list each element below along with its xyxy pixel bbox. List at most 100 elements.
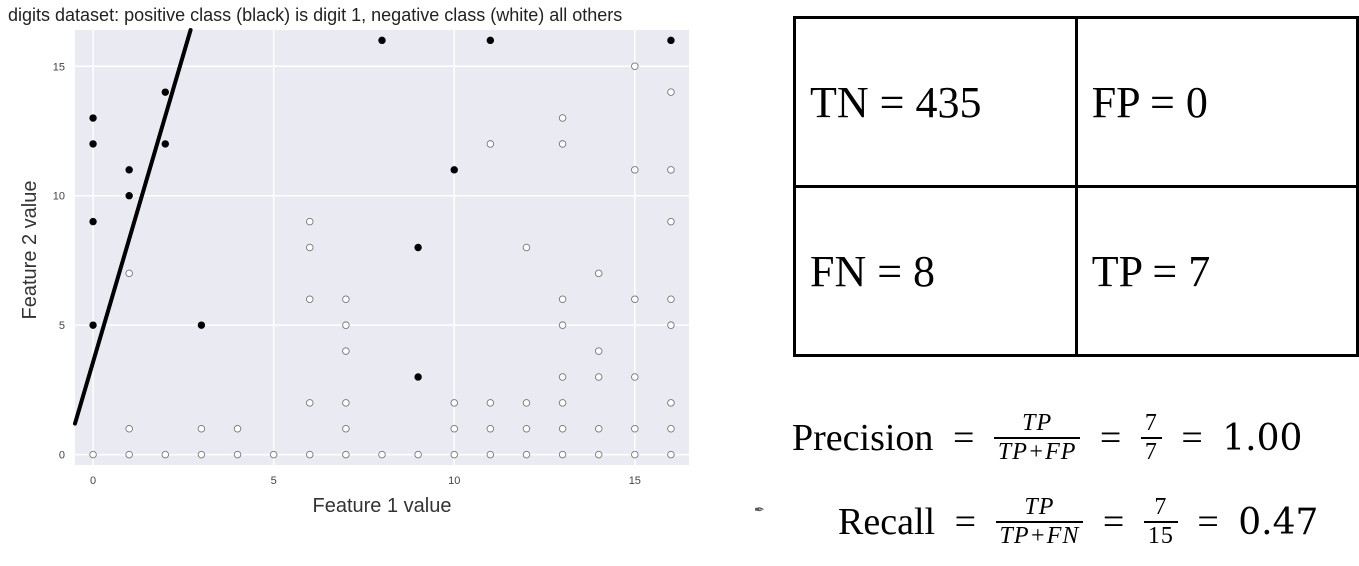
negative-class-point — [342, 399, 350, 407]
x-axis-label: Feature 1 value — [313, 495, 452, 517]
scatter-chart: 0 5 10 15 0 5 10 15 Feature 1 value Feature 2 v… — [19, 28, 689, 517]
negative-class-point — [306, 450, 314, 459]
negative-class-point — [667, 450, 675, 459]
x-tick-label: 0 — [90, 475, 96, 487]
false-negative-cell: FN = 8 — [793, 185, 1078, 357]
false-positive-cell: FP = 0 — [1074, 16, 1359, 188]
precision-label: Precision — [792, 417, 934, 459]
negative-class-point — [594, 373, 603, 381]
positive-class-point — [161, 88, 169, 96]
positive-class-point — [89, 217, 97, 226]
negative-class-point — [342, 450, 350, 459]
positive-class-point — [667, 36, 675, 45]
negative-class-point — [558, 321, 567, 329]
negative-class-point — [667, 217, 675, 226]
positive-class-point — [125, 192, 133, 200]
positive-class-point — [161, 140, 169, 148]
plot-area — [75, 30, 689, 465]
decision-boundary-line — [73, 28, 193, 426]
recall-symbolic-fraction: TP TP+FN — [995, 494, 1084, 550]
negative-class-point — [233, 425, 242, 433]
negative-class-point — [89, 450, 97, 459]
fraction-denominator: 7 — [1144, 439, 1158, 465]
negative-class-point — [631, 166, 639, 174]
negative-class-point — [269, 450, 278, 459]
y-tick-label: 10 — [53, 191, 65, 203]
negative-class-point — [486, 450, 495, 459]
negative-class-point — [486, 399, 495, 407]
negative-class-point — [125, 425, 133, 433]
positive-class-point — [89, 114, 97, 122]
positive-class-point — [125, 166, 133, 174]
negative-class-point — [522, 425, 531, 433]
negative-class-point — [197, 425, 206, 433]
fraction-denominator: 15 — [1147, 523, 1174, 549]
positive-class-point — [414, 243, 422, 252]
negative-class-point — [486, 425, 495, 433]
positive-class-point — [89, 321, 97, 329]
positive-class-point — [450, 166, 458, 174]
precision-value-fraction: 7 7 — [1140, 410, 1162, 466]
pen-cursor-icon: ✒ — [754, 502, 765, 517]
y-axis-label: Feature 2 value — [19, 181, 41, 320]
negative-class-point — [522, 243, 531, 252]
negative-class-point — [594, 425, 603, 433]
decision-boundary — [73, 28, 193, 426]
negative-class-point — [558, 373, 567, 381]
negative-class-point — [306, 295, 314, 304]
fraction-numerator: TP — [993, 410, 1081, 439]
fraction-denominator: TP+FP — [997, 439, 1077, 465]
chart-title: digits dataset: positive class (black) i… — [8, 5, 623, 25]
y-tick-label: 5 — [59, 320, 65, 332]
negative-class-point — [197, 450, 206, 459]
precision-formula: Precision = TP TP+FP = 7 7 = 1.00 — [792, 410, 1302, 466]
negative-class-point — [378, 450, 386, 459]
negative-class-point — [486, 140, 495, 148]
precision-result: 1.00 — [1222, 417, 1303, 459]
negative-class-point — [342, 321, 350, 329]
negative-class-point — [558, 450, 567, 459]
negative-class-point — [125, 450, 133, 459]
negative-class-point — [306, 243, 314, 252]
negative-class-point — [558, 140, 567, 148]
negative-class-point — [667, 88, 675, 96]
equals-sign: = — [1102, 501, 1125, 543]
negative-class-point — [450, 399, 458, 407]
positive-class-point — [378, 36, 386, 45]
equals-sign: = — [1099, 417, 1122, 459]
negative-class-point — [667, 321, 675, 329]
recall-label: Recall — [838, 501, 936, 543]
confusion-matrix: TN = 435 FP = 0 FN = 8 TP = 7 — [793, 16, 1359, 357]
fraction-numerator: TP — [995, 494, 1084, 523]
negative-class-point — [161, 450, 170, 459]
recall-value-fraction: 7 15 — [1143, 494, 1178, 550]
precision-symbolic-fraction: TP TP+FP — [993, 410, 1081, 466]
equals-sign: = — [954, 501, 976, 543]
negative-class-point — [450, 425, 458, 433]
equals-sign: = — [1197, 501, 1219, 543]
negative-class-point — [667, 166, 675, 174]
y-tick-label: 15 — [53, 61, 65, 73]
true-positive-cell: TP = 7 — [1074, 185, 1359, 357]
x-tick-label: 5 — [271, 475, 277, 487]
positive-class-point — [486, 36, 495, 45]
true-negative-cell: TN = 435 — [793, 16, 1078, 188]
x-tick-label: 10 — [448, 475, 460, 487]
negative-class-point — [631, 425, 639, 433]
fraction-denominator: TP+FN — [999, 523, 1080, 549]
negative-class-point — [631, 450, 639, 459]
x-tick-label: 15 — [629, 475, 641, 487]
positive-class-point — [89, 140, 97, 148]
negative-class-point — [450, 450, 458, 459]
negative-class-point — [342, 425, 350, 433]
recall-formula: Recall = TP TP+FN = 7 15 = 0.47 — [838, 494, 1318, 550]
equals-sign: = — [1181, 417, 1203, 459]
fraction-numerator: 7 — [1143, 494, 1178, 523]
grid-lines — [75, 30, 689, 465]
negative-class-point — [631, 62, 639, 71]
negative-class-point — [306, 217, 314, 226]
y-tick-label: 0 — [59, 450, 65, 462]
negative-class-point — [342, 347, 350, 355]
negative-class-point — [667, 425, 675, 433]
negative-class-point — [594, 269, 603, 278]
